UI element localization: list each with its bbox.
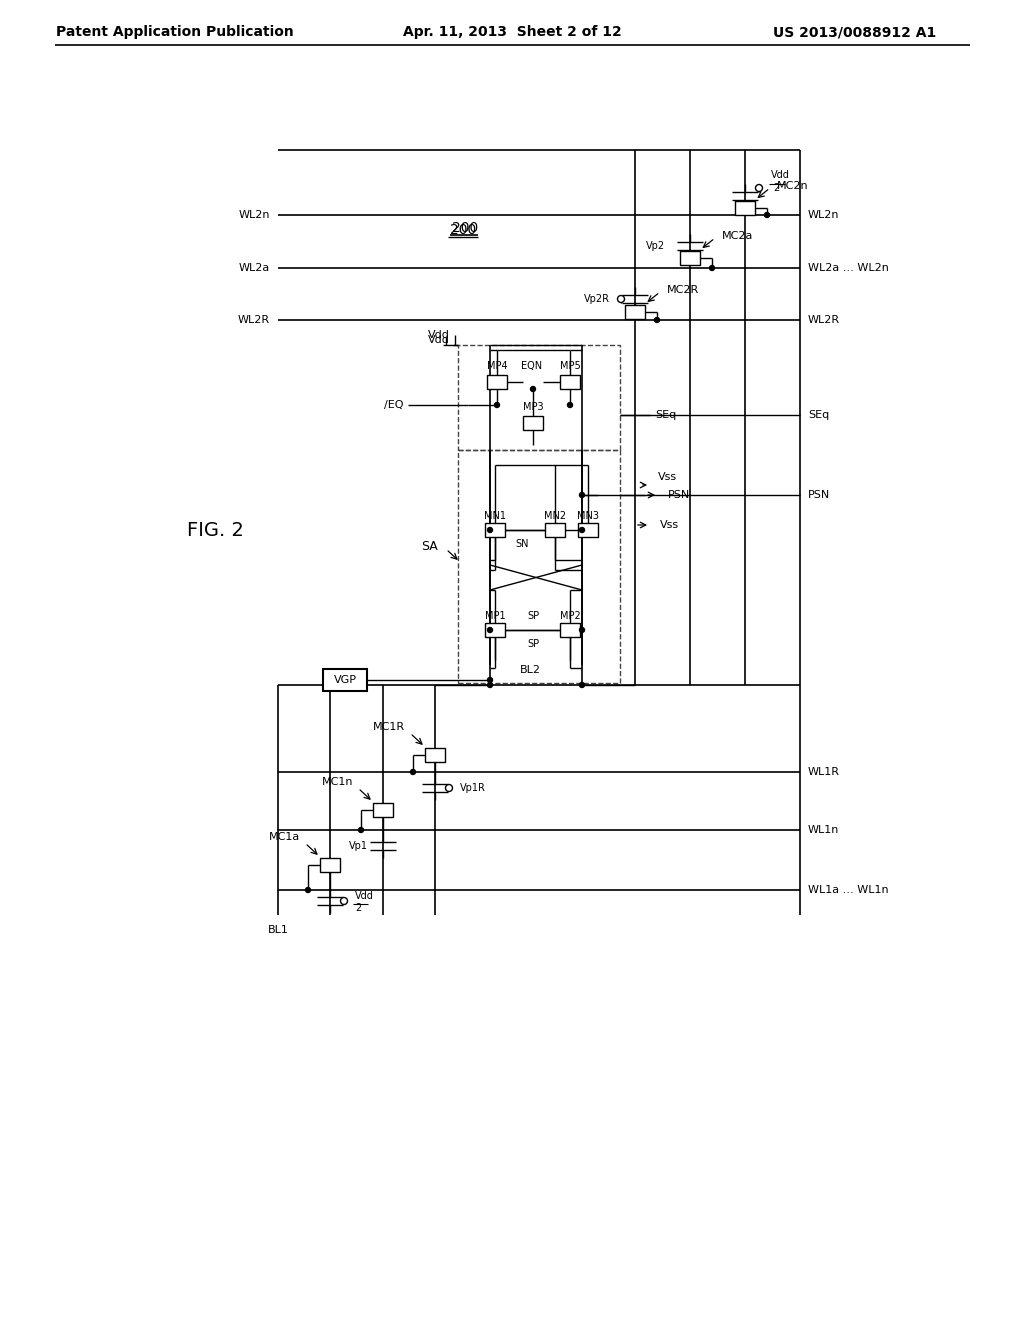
Text: MC1a: MC1a [268, 832, 300, 842]
Circle shape [487, 682, 493, 688]
Text: BL2: BL2 [519, 665, 541, 675]
Text: WL1n: WL1n [808, 825, 840, 836]
Bar [545, 523, 565, 537]
Text: PSN: PSN [808, 490, 830, 500]
Text: Vdd: Vdd [428, 330, 450, 341]
Text: WL2n: WL2n [239, 210, 270, 220]
Bar [560, 623, 580, 638]
Text: SN: SN [515, 539, 528, 549]
Text: MC1n: MC1n [322, 777, 353, 787]
Bar [323, 669, 367, 690]
Bar [680, 251, 700, 265]
Bar [485, 523, 505, 537]
Circle shape [358, 828, 364, 833]
Text: MP5: MP5 [560, 360, 581, 371]
Bar [560, 375, 580, 389]
Text: SEq: SEq [808, 411, 829, 420]
Text: Apr. 11, 2013  Sheet 2 of 12: Apr. 11, 2013 Sheet 2 of 12 [402, 25, 622, 40]
Circle shape [487, 528, 493, 532]
Circle shape [710, 265, 715, 271]
Circle shape [341, 898, 347, 904]
Circle shape [580, 492, 585, 498]
Text: MN1: MN1 [484, 511, 506, 521]
Text: WL2a: WL2a [239, 263, 270, 273]
Text: MP1: MP1 [484, 611, 505, 620]
Text: 200: 200 [450, 223, 476, 238]
Text: Vp1: Vp1 [349, 841, 368, 851]
Text: Vss: Vss [658, 473, 677, 482]
Text: WL2R: WL2R [808, 315, 840, 325]
Circle shape [567, 403, 572, 408]
Text: US 2013/0088912 A1: US 2013/0088912 A1 [773, 25, 937, 40]
Text: PSN: PSN [668, 490, 690, 500]
Text: Vdd: Vdd [355, 891, 374, 902]
Text: 2: 2 [773, 183, 779, 193]
Bar [625, 305, 645, 319]
Bar [458, 345, 620, 450]
Circle shape [445, 784, 453, 792]
Text: MP3: MP3 [522, 403, 544, 412]
Text: MP4: MP4 [486, 360, 507, 371]
Text: SEq: SEq [655, 411, 676, 420]
Circle shape [654, 318, 659, 322]
Bar [487, 375, 507, 389]
Bar [578, 523, 598, 537]
Text: Vss: Vss [660, 520, 679, 531]
Text: VGP: VGP [334, 675, 356, 685]
Circle shape [580, 528, 585, 532]
Bar [523, 416, 543, 430]
Circle shape [580, 627, 585, 632]
Text: MC2n: MC2n [777, 181, 809, 191]
Text: 2: 2 [355, 903, 361, 913]
Text: /EQ: /EQ [384, 400, 403, 411]
Bar [373, 803, 393, 817]
Text: MN3: MN3 [577, 511, 599, 521]
Bar [319, 858, 340, 873]
Text: Patent Application Publication: Patent Application Publication [56, 25, 294, 40]
Bar [735, 201, 755, 215]
Text: Vdd: Vdd [771, 170, 790, 180]
Text: MP2: MP2 [560, 611, 581, 620]
Text: 200: 200 [452, 220, 478, 235]
Text: MC2R: MC2R [667, 285, 699, 294]
Text: Vp2: Vp2 [646, 242, 665, 251]
Text: WL2R: WL2R [238, 315, 270, 325]
Text: WL2n: WL2n [808, 210, 840, 220]
Text: FIG. 2: FIG. 2 [186, 520, 244, 540]
Circle shape [305, 887, 310, 892]
Text: Vdd: Vdd [428, 335, 450, 345]
Text: WL1R: WL1R [808, 767, 840, 777]
Circle shape [411, 770, 416, 775]
Circle shape [756, 185, 763, 191]
Text: Vp2R: Vp2R [584, 294, 610, 304]
Text: WL1a … WL1n: WL1a … WL1n [808, 884, 889, 895]
Text: EQN: EQN [521, 360, 543, 371]
Circle shape [580, 682, 585, 688]
Circle shape [495, 403, 500, 408]
Bar [485, 623, 505, 638]
Circle shape [530, 387, 536, 392]
Circle shape [487, 677, 493, 682]
Text: SA: SA [421, 540, 438, 553]
Circle shape [765, 213, 769, 218]
Circle shape [617, 296, 625, 302]
Text: MC2a: MC2a [722, 231, 754, 242]
Text: SP: SP [527, 611, 539, 620]
Text: WL2a … WL2n: WL2a … WL2n [808, 263, 889, 273]
Circle shape [487, 627, 493, 632]
Text: MN2: MN2 [544, 511, 566, 521]
Bar [458, 450, 620, 682]
Text: SP: SP [527, 639, 539, 649]
Text: Vp1R: Vp1R [460, 783, 485, 793]
Text: MC1R: MC1R [373, 722, 406, 733]
Text: BL1: BL1 [267, 925, 289, 935]
Bar [425, 748, 445, 762]
